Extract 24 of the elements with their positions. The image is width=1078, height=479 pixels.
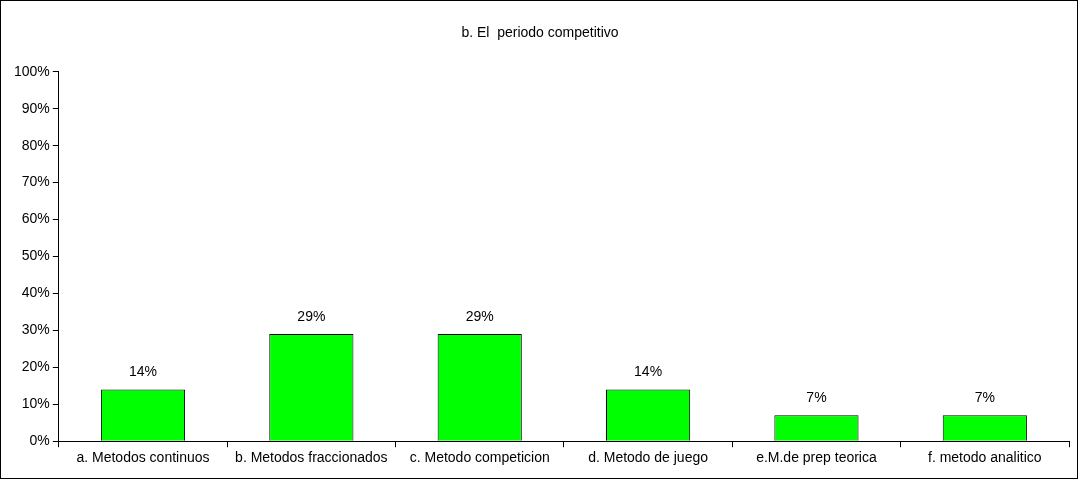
x-tick-label: a. Metodos continuos xyxy=(76,449,210,466)
data-label: 29% xyxy=(465,307,494,324)
y-tick-label: 40% xyxy=(21,284,50,301)
chart-title: b. El periodo competitivo xyxy=(461,24,619,41)
data-label: 7% xyxy=(806,389,827,406)
y-tick-label: 50% xyxy=(21,247,50,264)
y-tick-label: 90% xyxy=(21,99,50,116)
y-tick-label: 80% xyxy=(21,136,50,153)
x-tick-label: e.M.de prep teorica xyxy=(756,449,877,466)
x-tick-label: f. metodo analitico xyxy=(928,449,1042,466)
x-tick-label: d. Metodo de juego xyxy=(588,449,709,466)
y-tick-label: 10% xyxy=(21,395,50,412)
y-tick-label: 100% xyxy=(13,62,50,79)
y-tick-label: 0% xyxy=(29,432,50,449)
x-tick-label: c. Metodo competicion xyxy=(409,449,550,466)
y-tick-label: 70% xyxy=(21,173,50,190)
data-label: 14% xyxy=(128,363,158,380)
data-label: 7% xyxy=(974,389,995,406)
data-label: 29% xyxy=(297,307,326,324)
y-tick-label: 20% xyxy=(21,358,50,375)
x-tick-label: b. Metodos fraccionados xyxy=(235,449,388,466)
data-label: 14% xyxy=(634,363,663,380)
y-tick-label: 30% xyxy=(21,321,50,338)
y-tick-label: 60% xyxy=(21,210,50,227)
